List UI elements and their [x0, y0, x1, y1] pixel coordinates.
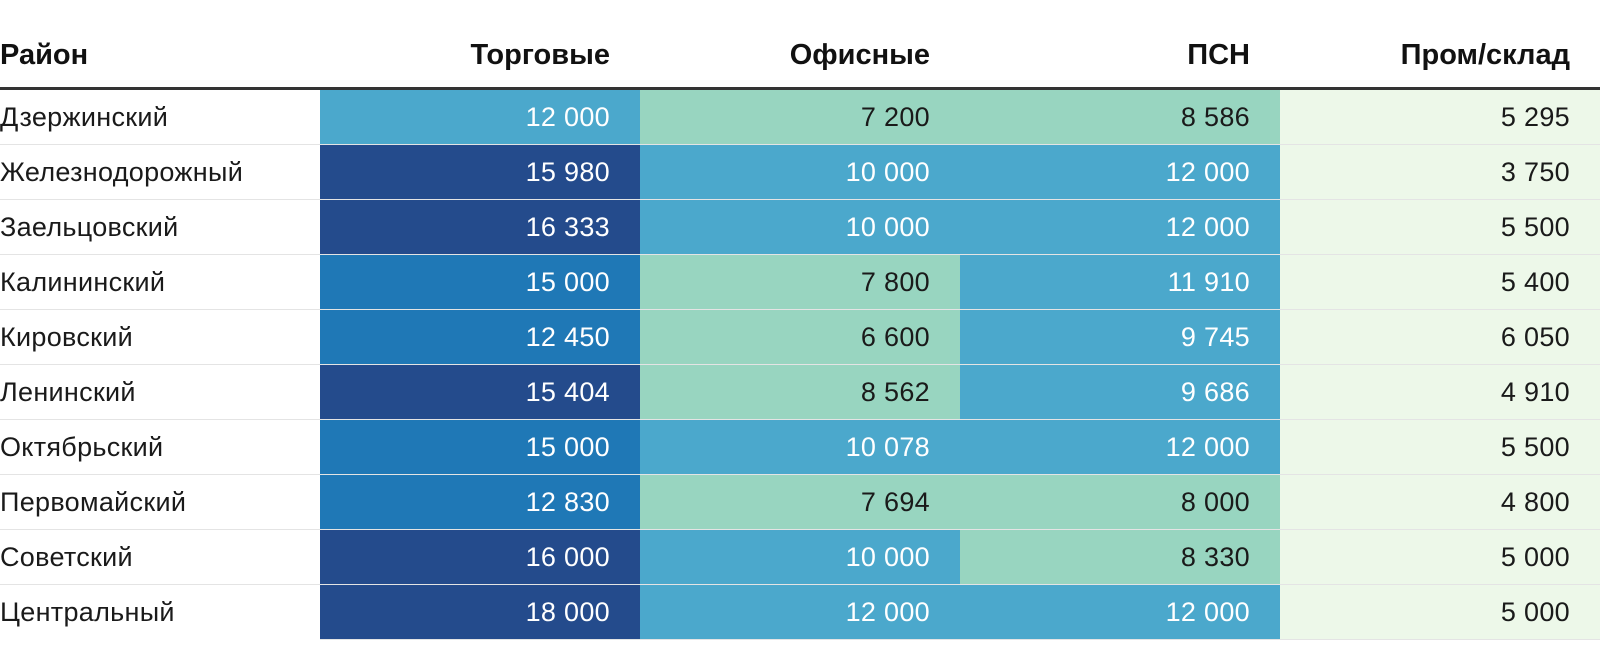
heatmap-cell: 5 295 [1280, 88, 1600, 145]
heatmap-cell: 5 500 [1280, 419, 1600, 475]
heatmap-cell: 10 078 [640, 419, 960, 475]
table-row: Кировский 12 450 6 600 9 745 6 050 [0, 309, 1600, 365]
column-header-district: Район [0, 23, 320, 90]
heatmap-cell: 8 000 [960, 474, 1280, 530]
heatmap-cell: 12 000 [960, 144, 1280, 200]
heatmap-table: Район Торговые Офисные ПСН Пром/склад Дз… [0, 23, 1600, 640]
table-row: Октябрьский 15 000 10 078 12 000 5 500 [0, 419, 1600, 475]
heatmap-cell: 5 400 [1280, 254, 1600, 310]
row-label: Октябрьский [0, 419, 320, 475]
row-label: Советский [0, 529, 320, 585]
heatmap-cell: 5 000 [1280, 584, 1600, 640]
heatmap-cell: 6 600 [640, 309, 960, 365]
heatmap-cell: 12 830 [320, 474, 640, 530]
heatmap-cell: 18 000 [320, 584, 640, 640]
heatmap-cell: 15 000 [320, 419, 640, 475]
heatmap-cell: 12 000 [640, 584, 960, 640]
table-row: Железнодорожный 15 980 10 000 12 000 3 750 [0, 144, 1600, 200]
heatmap-cell: 12 000 [960, 199, 1280, 255]
column-header-psn: ПСН [960, 23, 1280, 90]
heatmap-body: Дзержинский 12 000 7 200 8 586 5 295 Железнод… [0, 88, 1600, 640]
table-row: Ленинский 15 404 8 562 9 686 4 910 [0, 364, 1600, 420]
heatmap-cell: 7 800 [640, 254, 960, 310]
heatmap-cell: 10 000 [640, 199, 960, 255]
heatmap-cell: 12 000 [320, 88, 640, 145]
heatmap-cell: 8 330 [960, 529, 1280, 585]
heatmap-cell: 12 000 [960, 584, 1280, 640]
row-label: Калининский [0, 254, 320, 310]
header-row: Район Торговые Офисные ПСН Пром/склад [0, 23, 1600, 90]
table-row: Заельцовский 16 333 10 000 12 000 5 500 [0, 199, 1600, 255]
column-header-office: Офисные [640, 23, 960, 90]
heatmap-cell: 7 200 [640, 88, 960, 145]
column-header-retail: Торговые [320, 23, 640, 90]
row-label: Центральный [0, 584, 320, 640]
heatmap-cell: 8 586 [960, 88, 1280, 145]
heatmap-cell: 9 686 [960, 364, 1280, 420]
heatmap-cell: 15 000 [320, 254, 640, 310]
heatmap-cell: 9 745 [960, 309, 1280, 365]
table-row: Советский 16 000 10 000 8 330 5 000 [0, 529, 1600, 585]
heatmap-cell: 15 404 [320, 364, 640, 420]
heatmap-cell: 11 910 [960, 254, 1280, 310]
heatmap-cell: 10 000 [640, 144, 960, 200]
heatmap-cell: 10 000 [640, 529, 960, 585]
heatmap-cell: 7 694 [640, 474, 960, 530]
column-header-industrial: Пром/склад [1280, 23, 1600, 90]
row-label: Дзержинский [0, 88, 320, 145]
heatmap-cell: 6 050 [1280, 309, 1600, 365]
table-row: Дзержинский 12 000 7 200 8 586 5 295 [0, 88, 1600, 145]
table-row: Центральный 18 000 12 000 12 000 5 000 [0, 584, 1600, 640]
row-label: Первомайский [0, 474, 320, 530]
row-label: Заельцовский [0, 199, 320, 255]
heatmap-cell: 16 000 [320, 529, 640, 585]
heatmap-cell: 5 000 [1280, 529, 1600, 585]
heatmap-cell: 5 500 [1280, 199, 1600, 255]
heatmap-cell: 4 910 [1280, 364, 1600, 420]
row-label: Железнодорожный [0, 144, 320, 200]
heatmap-cell: 12 000 [960, 419, 1280, 475]
heatmap-cell: 12 450 [320, 309, 640, 365]
table-row: Калининский 15 000 7 800 11 910 5 400 [0, 254, 1600, 310]
heatmap-cell: 15 980 [320, 144, 640, 200]
table-row: Первомайский 12 830 7 694 8 000 4 800 [0, 474, 1600, 530]
heatmap-cell: 3 750 [1280, 144, 1600, 200]
row-label: Кировский [0, 309, 320, 365]
heatmap-cell: 16 333 [320, 199, 640, 255]
heatmap-cell: 4 800 [1280, 474, 1600, 530]
row-label: Ленинский [0, 364, 320, 420]
heatmap-cell: 8 562 [640, 364, 960, 420]
